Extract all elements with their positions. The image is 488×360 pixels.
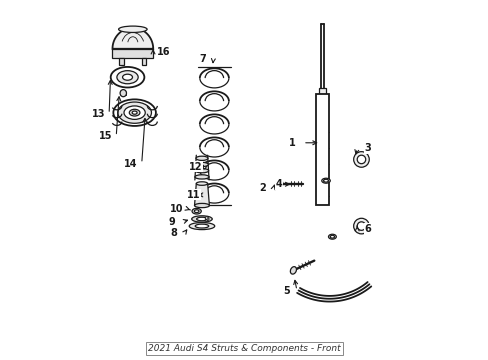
Text: 5: 5 bbox=[283, 285, 289, 296]
Text: 10: 10 bbox=[170, 204, 183, 214]
Circle shape bbox=[356, 222, 365, 230]
Ellipse shape bbox=[110, 67, 144, 87]
Text: 7: 7 bbox=[199, 54, 205, 64]
Text: 11: 11 bbox=[187, 190, 201, 200]
Circle shape bbox=[206, 217, 209, 220]
Ellipse shape bbox=[119, 26, 147, 32]
Polygon shape bbox=[112, 28, 153, 49]
Ellipse shape bbox=[113, 99, 156, 126]
Text: 1: 1 bbox=[288, 138, 295, 148]
Ellipse shape bbox=[124, 106, 145, 120]
Circle shape bbox=[353, 152, 368, 167]
Text: 4: 4 bbox=[275, 179, 282, 189]
Text: 8: 8 bbox=[170, 228, 177, 238]
Ellipse shape bbox=[118, 102, 151, 123]
Ellipse shape bbox=[196, 217, 207, 221]
Bar bbox=[112, 49, 153, 58]
Bar bbox=[318, 88, 325, 94]
Text: 3: 3 bbox=[364, 143, 370, 153]
Text: 14: 14 bbox=[124, 159, 138, 169]
Ellipse shape bbox=[192, 208, 201, 214]
Ellipse shape bbox=[196, 156, 207, 161]
Ellipse shape bbox=[196, 182, 207, 185]
Text: 2: 2 bbox=[259, 183, 266, 193]
Ellipse shape bbox=[117, 71, 138, 84]
Circle shape bbox=[205, 217, 207, 219]
Ellipse shape bbox=[195, 162, 208, 167]
Text: 13: 13 bbox=[92, 109, 105, 119]
Ellipse shape bbox=[191, 216, 212, 222]
Ellipse shape bbox=[122, 74, 132, 80]
Bar bbox=[119, 58, 123, 65]
Ellipse shape bbox=[194, 210, 199, 213]
Text: 6: 6 bbox=[364, 224, 370, 234]
Ellipse shape bbox=[290, 267, 296, 274]
Text: 16: 16 bbox=[157, 48, 170, 57]
Ellipse shape bbox=[195, 168, 208, 173]
Circle shape bbox=[356, 155, 365, 164]
Text: 15: 15 bbox=[99, 131, 112, 141]
Text: 12: 12 bbox=[188, 162, 202, 171]
Bar bbox=[315, 94, 328, 205]
Ellipse shape bbox=[189, 222, 214, 230]
Text: 2021 Audi S4 Struts & Components - Front: 2021 Audi S4 Struts & Components - Front bbox=[148, 344, 340, 353]
Ellipse shape bbox=[277, 180, 282, 188]
Ellipse shape bbox=[194, 203, 209, 208]
Ellipse shape bbox=[328, 234, 336, 239]
Polygon shape bbox=[194, 184, 209, 206]
Ellipse shape bbox=[329, 235, 334, 238]
Ellipse shape bbox=[129, 109, 140, 116]
Circle shape bbox=[205, 219, 207, 221]
Ellipse shape bbox=[120, 90, 126, 97]
Ellipse shape bbox=[321, 178, 329, 183]
Bar bbox=[142, 58, 146, 65]
Circle shape bbox=[353, 218, 368, 234]
Ellipse shape bbox=[195, 175, 209, 179]
Ellipse shape bbox=[132, 111, 137, 114]
Ellipse shape bbox=[195, 224, 208, 228]
Text: 9: 9 bbox=[168, 217, 175, 227]
Ellipse shape bbox=[323, 179, 328, 182]
